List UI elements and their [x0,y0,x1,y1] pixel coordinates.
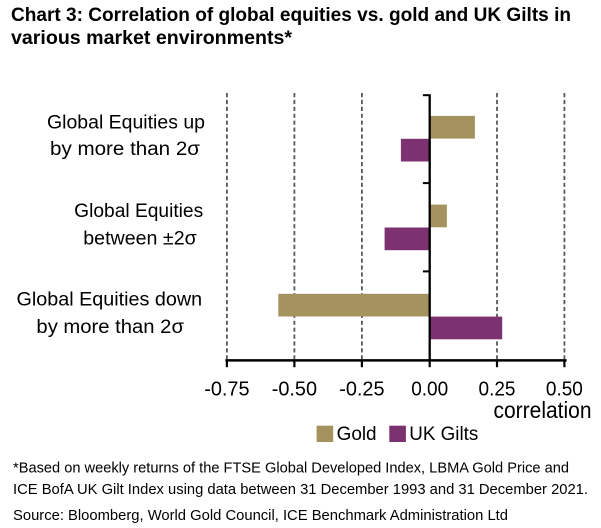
svg-text:-0.25: -0.25 [339,378,384,400]
svg-text:0.00: 0.00 [411,378,448,400]
svg-text:by more than 2σ: by more than 2σ [50,139,200,160]
svg-text:0.50: 0.50 [546,378,583,400]
svg-text:*Based on weekly returns of th: *Based on weekly returns of the FTSE Glo… [13,459,569,476]
svg-text:Chart 3: Correlation of global: Chart 3: Correlation of global equities … [11,4,571,26]
svg-text:ICE BofA UK Gilt Index using d: ICE BofA UK Gilt Index using data betwee… [13,481,588,498]
svg-text:between ±2σ: between ±2σ [83,228,197,249]
svg-text:Global Equities: Global Equities [74,201,203,222]
svg-text:various market environments*: various market environments* [11,27,292,49]
svg-text:UK Gilts: UK Gilts [409,424,478,445]
svg-text:by more than 2σ: by more than 2σ [36,317,184,338]
svg-text:Source: Bloomberg, World Gold: Source: Bloomberg, World Gold Council, I… [13,507,508,524]
svg-text:-0.50: -0.50 [272,378,317,400]
svg-text:Global Equities down: Global Equities down [17,290,203,311]
svg-text:correlation: correlation [494,397,592,423]
svg-text:-0.75: -0.75 [204,378,249,400]
svg-text:0.25: 0.25 [479,378,516,400]
svg-text:Gold: Gold [337,424,377,445]
svg-text:Global Equities up: Global Equities up [47,112,205,133]
